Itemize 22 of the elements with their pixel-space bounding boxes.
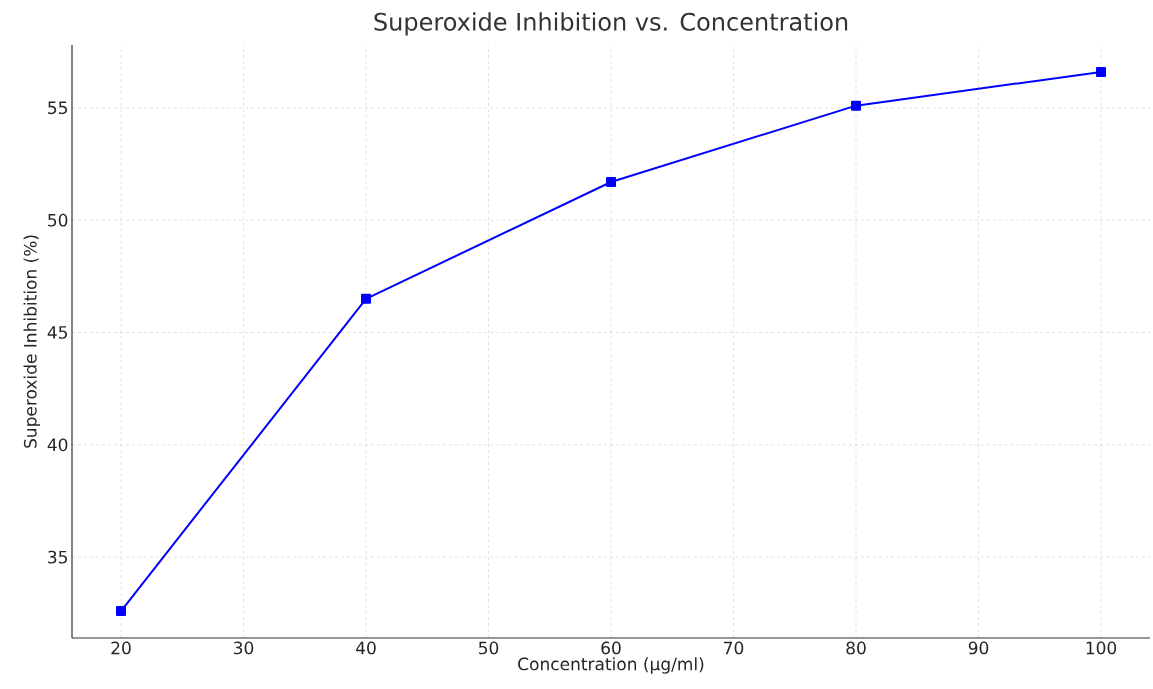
chart-title: Superoxide Inhibition vs. Concentration	[374, 12, 848, 36]
x-tick-label: 20	[111, 641, 131, 655]
point	[606, 177, 617, 188]
y-tick-label: 50	[48, 213, 68, 227]
x-tick-label: 30	[233, 641, 254, 655]
x-tick-label: 90	[968, 641, 989, 655]
y-tick-label: 55	[48, 101, 67, 115]
x-axis-title: Concentration (µg/ml)	[518, 657, 704, 674]
x-tick-label: 70	[724, 641, 744, 655]
x-tick-label: 100	[1086, 641, 1117, 655]
x-tick-label: 60	[601, 641, 621, 655]
y-tick-label: 45	[47, 326, 67, 339]
x-tick-label: 50	[479, 641, 499, 655]
point	[116, 606, 126, 617]
y-tick-label: 35	[48, 550, 67, 564]
point	[851, 100, 862, 111]
x-tick-label: 80	[846, 641, 866, 655]
point	[1096, 66, 1107, 77]
y-axis-title: Superoxide Inhibition (%)	[23, 235, 40, 448]
y-tick-label: 40	[47, 438, 68, 452]
x-tick-label: 40	[356, 641, 376, 655]
point	[361, 293, 372, 304]
